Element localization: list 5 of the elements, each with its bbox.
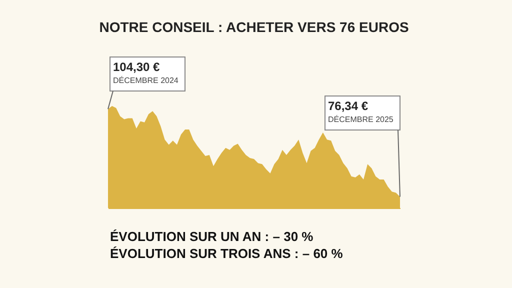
text: 104,30 € DÉCEMBRE 2024 [113,60,179,85]
chart-title: NOTRE CONSEIL : ACHETER VERS 76 EUROS [99,19,409,35]
text: ÉVOLUTION SUR UN AN : – 30 % [110,229,314,244]
annotation: 76,34 € DÉCEMBRE 2025 [328,99,394,124]
text: ÉVOLUTION SUR TROIS ANS : – 60 % [110,246,344,261]
